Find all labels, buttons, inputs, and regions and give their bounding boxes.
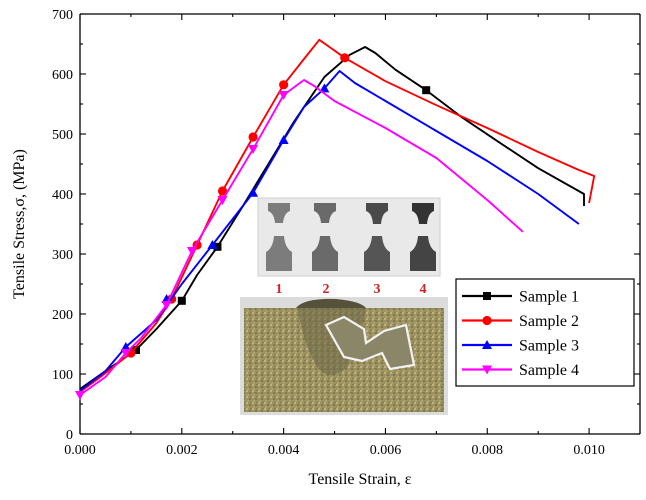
series [75,38,596,400]
legend-marker [482,340,492,349]
specimen-number-1: 1 [276,282,283,297]
y-tick-label: 100 [52,368,73,383]
specimen-number-3: 3 [374,282,381,297]
legend-label: Sample 4 [519,362,579,379]
series-marker [278,91,289,100]
legend-marker [482,315,492,326]
legend-item: Sample 1 [462,289,579,306]
specimen-number-4: 4 [420,282,427,297]
y-axis-title: Tensile Stress,σ, (MPa) [11,149,28,299]
x-tick-label: 0.006 [370,443,402,458]
y-tick-label: 300 [52,248,73,263]
y-tick-label: 500 [52,128,73,143]
series-marker [213,242,222,251]
series-marker [177,296,186,305]
x-axis-title: Tensile Strain, ε [309,471,412,488]
legend-label: Sample 2 [519,313,579,330]
series-line [79,38,596,393]
series-marker [187,247,197,256]
series-marker [132,346,140,354]
x-tick-label: 0.002 [166,443,198,458]
series-line [79,46,585,390]
series-marker [161,301,172,310]
series-marker [207,240,218,249]
x-tick-label: 0.000 [64,443,96,458]
series-marker [340,53,350,63]
series-marker [248,145,259,154]
y-tick-label: 600 [52,68,73,83]
series-line [79,79,524,396]
series-marker [422,86,431,95]
ticks: 0.000 0.002 0.004 0.006 0.008 0.010 0 100 200 300… [52,8,641,458]
legend: Sample 1 Sample 2 Sample 3 Sample 4 [455,278,635,387]
series-marker [120,342,131,351]
y-tick-label: 200 [52,308,73,323]
series-marker [217,186,228,196]
y-tick-label: 400 [52,188,73,203]
series-marker [217,196,228,205]
legend-item: Sample 2 [462,313,579,330]
weld-plate-photo [240,297,448,415]
series-marker [75,391,85,400]
series-4 [75,79,524,400]
series-marker [319,83,330,93]
series-marker [248,132,258,142]
legend-marker [482,365,492,375]
series-line [79,70,580,392]
legend-label: Sample 1 [519,289,579,306]
series-marker [120,349,131,358]
x-tick-label: 0.004 [268,443,300,458]
y-tick-label: 700 [52,8,73,23]
series-1 [79,46,585,390]
specimen-photo [257,197,441,277]
specimen-number-2: 2 [323,282,330,297]
plot-frame [79,13,641,435]
legend-item: Sample 3 [462,338,579,355]
legend-marker [483,292,491,300]
series-2 [79,38,596,393]
x-tick-label: 0.010 [573,443,605,458]
legend-item: Sample 4 [462,362,579,379]
legend-label: Sample 3 [519,338,579,355]
specimen-numbers: 1 2 3 4 [276,282,427,297]
series-marker [248,187,259,197]
series-marker [278,135,289,144]
y-tick-label: 0 [66,428,73,443]
series-marker [279,80,289,90]
x-tick-label: 0.008 [472,443,504,458]
